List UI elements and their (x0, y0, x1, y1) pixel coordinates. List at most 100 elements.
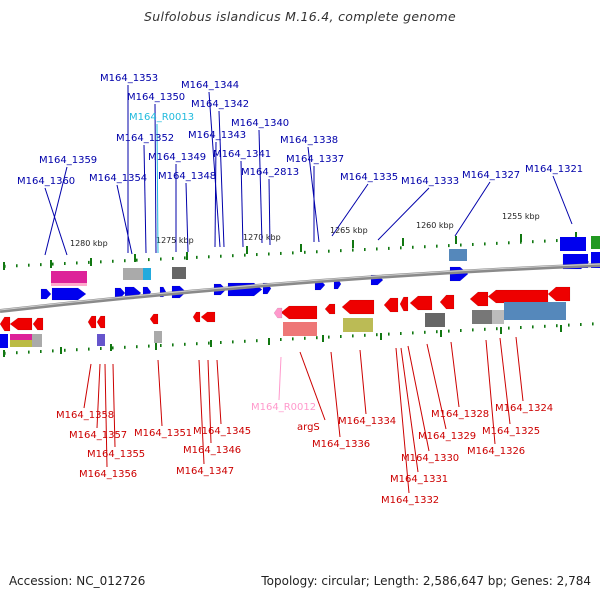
major-tick (3, 262, 5, 270)
major-tick (268, 338, 270, 345)
gene-label: M164_1345 (193, 426, 251, 437)
tick-mark (196, 342, 198, 346)
tick-mark (532, 325, 534, 329)
gene-label: M164_1338 (280, 135, 338, 146)
reverse-gene-arrow (200, 311, 216, 323)
tick-mark (328, 335, 330, 339)
tick-mark (64, 262, 66, 266)
gene-label: M164_1333 (401, 176, 459, 187)
scale-tick-label: 1260 kbp (416, 221, 454, 230)
genome-summary-text: Topology: circular; Length: 2,586,647 bp… (261, 574, 591, 588)
feature-box (10, 334, 32, 340)
tick-mark (124, 345, 126, 349)
major-tick (300, 244, 302, 252)
tick-dots (3, 232, 594, 357)
tick-mark (436, 244, 438, 248)
tick-mark (388, 246, 390, 250)
tick-mark (124, 259, 126, 263)
feature-box (0, 334, 8, 348)
top-leader-lines (44, 85, 573, 256)
leader-line (407, 345, 430, 452)
tick-mark (472, 242, 474, 246)
reverse-gene-arrow (439, 294, 455, 310)
gene-label: argS (297, 422, 320, 433)
major-tick (60, 347, 62, 354)
tick-mark (208, 255, 210, 259)
gene-label: M164_1342 (191, 99, 249, 110)
tick-mark (100, 260, 102, 264)
gene-label: M164_1350 (127, 92, 185, 103)
accession-text: Accession: NC_012726 (9, 574, 146, 588)
leader-line (207, 359, 212, 444)
gene-label: M164_1346 (183, 445, 241, 456)
tick-mark (580, 323, 582, 326)
gene-label: M164_1330 (401, 453, 459, 464)
scale-tick-label: 1280 kbp (70, 239, 108, 248)
feature-box (425, 313, 445, 327)
tick-mark (520, 326, 522, 329)
feature-box (32, 334, 42, 347)
leader-line (216, 359, 222, 425)
major-tick (322, 335, 324, 342)
tick-mark (496, 241, 498, 245)
major-tick (455, 236, 457, 244)
tick-mark (436, 330, 438, 334)
tick-mark (496, 327, 498, 331)
tick-mark (280, 251, 282, 255)
tick-mark (352, 334, 354, 338)
reverse-gene-arrow (409, 295, 433, 311)
gene-label: M164_1352 (116, 133, 174, 144)
tick-mark (148, 258, 150, 262)
feature-box (472, 310, 492, 324)
gene-label: M164_1360 (17, 176, 75, 187)
leader-line (104, 363, 108, 468)
leader-line (185, 182, 189, 253)
leader-line (96, 363, 101, 429)
tick-mark (388, 332, 390, 336)
reverse-gene-arrow (547, 286, 571, 302)
tick-mark (556, 239, 558, 243)
major-tick (500, 327, 502, 334)
tick-mark (448, 244, 450, 248)
tick-mark (16, 264, 18, 268)
major-tick (50, 260, 52, 268)
gene-label: M164_1348 (158, 171, 216, 182)
gene-label: M164_1327 (462, 170, 520, 181)
leader-line (515, 336, 524, 402)
tick-mark (412, 245, 414, 249)
tick-mark (88, 260, 90, 264)
tick-mark (316, 336, 318, 340)
forward-gene-arrow (51, 287, 87, 301)
tick-mark (256, 253, 258, 257)
feature-box (143, 268, 151, 280)
tick-mark (472, 328, 474, 332)
leader-line (359, 349, 367, 415)
tick-mark (220, 341, 222, 344)
major-tick (520, 234, 522, 242)
gene-label: M164_1344 (181, 80, 239, 91)
gene-label: M164_R0013 (129, 112, 194, 123)
gene-label: M164_R0012 (251, 402, 316, 413)
reverse-gene-arrow (280, 305, 318, 320)
gene-label: M164_1321 (525, 164, 583, 175)
tick-mark (364, 333, 366, 337)
gene-label: M164_1351 (134, 428, 192, 439)
gene-label: M164_2813 (241, 167, 299, 178)
leader-line (485, 339, 496, 445)
tick-mark (172, 343, 174, 347)
rna-arrow (273, 307, 283, 319)
leader-line (278, 356, 282, 401)
major-tick (186, 252, 188, 260)
tick-mark (136, 258, 138, 262)
gene-label: M164_1326 (467, 446, 525, 457)
tick-mark (196, 255, 198, 259)
tick-mark (484, 327, 486, 331)
tick-mark (148, 344, 150, 348)
tick-mark (460, 243, 462, 247)
forward-gene-arrow (40, 288, 52, 300)
tick-mark (28, 350, 30, 354)
reverse-gene-arrow (469, 291, 489, 307)
gene-label: M164_1331 (390, 474, 448, 485)
reverse-gene-arrow (383, 297, 399, 313)
